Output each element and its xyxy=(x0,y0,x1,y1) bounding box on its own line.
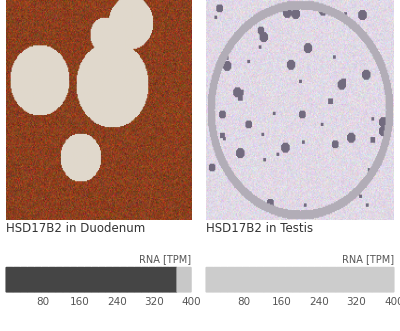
FancyBboxPatch shape xyxy=(307,267,315,293)
FancyBboxPatch shape xyxy=(184,267,192,293)
FancyBboxPatch shape xyxy=(213,267,221,293)
Text: RNA [TPM]: RNA [TPM] xyxy=(342,255,394,264)
Text: 160: 160 xyxy=(271,297,291,307)
FancyBboxPatch shape xyxy=(343,267,351,293)
Text: 320: 320 xyxy=(346,297,366,307)
FancyBboxPatch shape xyxy=(77,267,85,293)
FancyBboxPatch shape xyxy=(120,267,128,293)
FancyBboxPatch shape xyxy=(285,267,293,293)
FancyBboxPatch shape xyxy=(336,267,344,293)
FancyBboxPatch shape xyxy=(350,267,358,293)
Text: 80: 80 xyxy=(237,297,250,307)
FancyBboxPatch shape xyxy=(314,267,322,293)
FancyBboxPatch shape xyxy=(386,267,394,293)
FancyBboxPatch shape xyxy=(270,267,279,293)
FancyBboxPatch shape xyxy=(48,267,56,293)
FancyBboxPatch shape xyxy=(84,267,92,293)
FancyBboxPatch shape xyxy=(379,267,387,293)
FancyBboxPatch shape xyxy=(70,267,78,293)
FancyBboxPatch shape xyxy=(357,267,366,293)
FancyBboxPatch shape xyxy=(105,267,114,293)
Text: 400: 400 xyxy=(384,297,400,307)
Text: HSD17B2 in Duodenum: HSD17B2 in Duodenum xyxy=(6,222,145,235)
Text: 240: 240 xyxy=(107,297,127,307)
FancyBboxPatch shape xyxy=(242,267,250,293)
FancyBboxPatch shape xyxy=(126,267,135,293)
FancyBboxPatch shape xyxy=(55,267,64,293)
FancyBboxPatch shape xyxy=(263,267,272,293)
FancyBboxPatch shape xyxy=(176,267,185,293)
Text: 320: 320 xyxy=(144,297,164,307)
Text: 160: 160 xyxy=(70,297,90,307)
FancyBboxPatch shape xyxy=(34,267,42,293)
Text: HSD17B2 in Testis: HSD17B2 in Testis xyxy=(206,222,313,235)
FancyBboxPatch shape xyxy=(372,267,380,293)
FancyBboxPatch shape xyxy=(112,267,120,293)
FancyBboxPatch shape xyxy=(169,267,178,293)
Text: 400: 400 xyxy=(181,297,201,307)
FancyBboxPatch shape xyxy=(249,267,257,293)
FancyBboxPatch shape xyxy=(220,267,228,293)
FancyBboxPatch shape xyxy=(20,267,28,293)
Text: RNA [TPM]: RNA [TPM] xyxy=(139,255,191,264)
FancyBboxPatch shape xyxy=(364,267,373,293)
FancyBboxPatch shape xyxy=(6,267,14,293)
FancyBboxPatch shape xyxy=(141,267,149,293)
FancyBboxPatch shape xyxy=(256,267,264,293)
Text: 80: 80 xyxy=(36,297,50,307)
FancyBboxPatch shape xyxy=(41,267,49,293)
FancyBboxPatch shape xyxy=(206,267,214,293)
FancyBboxPatch shape xyxy=(155,267,163,293)
FancyBboxPatch shape xyxy=(134,267,142,293)
FancyBboxPatch shape xyxy=(328,267,337,293)
FancyBboxPatch shape xyxy=(227,267,236,293)
FancyBboxPatch shape xyxy=(91,267,99,293)
FancyBboxPatch shape xyxy=(234,267,243,293)
FancyBboxPatch shape xyxy=(300,267,308,293)
FancyBboxPatch shape xyxy=(162,267,170,293)
FancyBboxPatch shape xyxy=(278,267,286,293)
FancyBboxPatch shape xyxy=(12,267,21,293)
FancyBboxPatch shape xyxy=(98,267,106,293)
FancyBboxPatch shape xyxy=(27,267,35,293)
FancyBboxPatch shape xyxy=(148,267,156,293)
Text: 240: 240 xyxy=(309,297,329,307)
FancyBboxPatch shape xyxy=(321,267,330,293)
FancyBboxPatch shape xyxy=(292,267,300,293)
FancyBboxPatch shape xyxy=(62,267,71,293)
